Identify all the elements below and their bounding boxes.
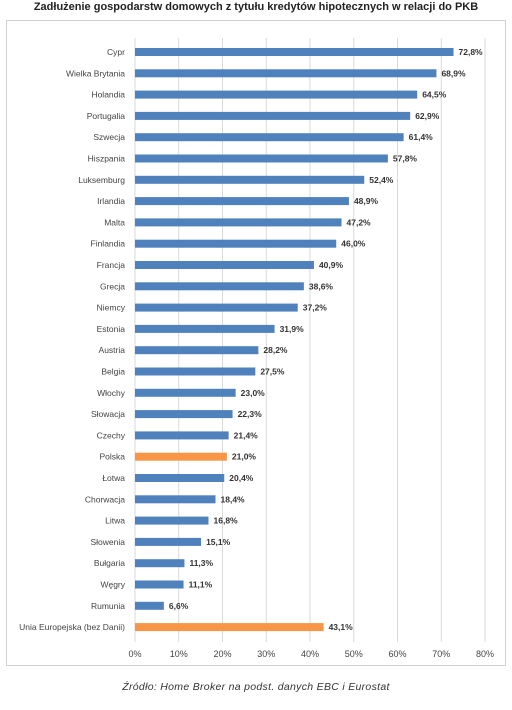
category-label: Holandia bbox=[91, 90, 125, 100]
data-label: 48,9% bbox=[354, 196, 379, 206]
category-label: Litwa bbox=[105, 516, 125, 526]
x-tick-label: 80% bbox=[476, 649, 494, 659]
data-label: 43,1% bbox=[329, 622, 354, 632]
category-label: Włochy bbox=[97, 388, 126, 398]
data-label: 28,2% bbox=[263, 345, 288, 355]
bar bbox=[135, 559, 185, 568]
category-label: Polska bbox=[99, 452, 125, 462]
category-label: Francja bbox=[97, 260, 126, 270]
bar bbox=[135, 282, 304, 291]
chart-frame bbox=[6, 20, 506, 666]
data-label: 37,2% bbox=[303, 303, 328, 313]
bar bbox=[135, 623, 324, 632]
data-label: 18,4% bbox=[221, 494, 246, 504]
bar bbox=[135, 197, 349, 206]
x-tick-label: 70% bbox=[432, 649, 450, 659]
category-label: Grecja bbox=[100, 281, 125, 291]
bar bbox=[135, 516, 209, 525]
bar bbox=[135, 346, 259, 355]
data-label: 47,2% bbox=[347, 217, 372, 227]
category-label: Austria bbox=[99, 345, 126, 355]
category-label: Luksemburg bbox=[78, 175, 125, 185]
bar bbox=[135, 303, 298, 312]
data-label: 31,9% bbox=[280, 324, 305, 334]
bar bbox=[135, 69, 437, 78]
bar bbox=[135, 324, 275, 333]
category-label: Hiszpania bbox=[88, 154, 126, 164]
category-label: Bułgaria bbox=[94, 558, 125, 568]
category-label: Wielka Brytania bbox=[66, 68, 125, 78]
category-label: Rumunia bbox=[91, 601, 125, 611]
x-tick-label: 0% bbox=[128, 649, 141, 659]
category-label: Irlandia bbox=[97, 196, 125, 206]
category-label: Czechy bbox=[97, 430, 126, 440]
data-label: 52,4% bbox=[369, 175, 394, 185]
category-label: Łotwa bbox=[102, 473, 125, 483]
bar bbox=[135, 218, 342, 227]
category-label: Belgia bbox=[101, 367, 125, 377]
bar bbox=[135, 261, 314, 269]
data-label: 61,4% bbox=[409, 132, 434, 142]
bar bbox=[135, 239, 337, 248]
data-label: 27,5% bbox=[260, 367, 285, 377]
bar bbox=[135, 601, 164, 610]
data-label: 15,1% bbox=[206, 537, 231, 547]
x-tick-label: 20% bbox=[213, 649, 231, 659]
bar bbox=[135, 48, 454, 56]
bar bbox=[135, 431, 229, 440]
bar bbox=[135, 474, 225, 482]
data-label: 57,8% bbox=[393, 154, 418, 164]
data-label: 68,9% bbox=[441, 68, 466, 78]
bar bbox=[135, 495, 216, 504]
data-label: 11,1% bbox=[189, 580, 213, 590]
category-label: Szwecja bbox=[93, 132, 125, 142]
data-label: 46,0% bbox=[341, 239, 366, 249]
x-tick-label: 50% bbox=[345, 649, 363, 659]
data-label: 64,5% bbox=[422, 90, 447, 100]
category-label: Niemcy bbox=[97, 303, 126, 313]
data-label: 72,8% bbox=[459, 47, 484, 57]
category-label: Słowenia bbox=[91, 537, 126, 547]
x-tick-label: 40% bbox=[301, 649, 319, 659]
bar bbox=[135, 537, 202, 546]
category-label: Finlandia bbox=[91, 239, 126, 249]
x-tick-label: 60% bbox=[388, 649, 406, 659]
data-label: 21,4% bbox=[234, 430, 259, 440]
bar bbox=[135, 175, 365, 184]
data-label: 21,0% bbox=[232, 452, 257, 462]
bar bbox=[135, 90, 418, 99]
x-tick-label: 10% bbox=[170, 649, 188, 659]
category-label: Estonia bbox=[97, 324, 126, 334]
x-tick-label: 30% bbox=[257, 649, 275, 659]
data-label: 23,0% bbox=[241, 388, 266, 398]
data-label: 38,6% bbox=[309, 281, 334, 291]
data-label: 16,8% bbox=[214, 516, 239, 526]
data-label: 11,3% bbox=[189, 558, 213, 568]
bar bbox=[135, 388, 236, 397]
source-note: Źródło: Home Broker na podst. danych EBC… bbox=[122, 681, 390, 693]
category-label: Unia Europejska (bez Danii) bbox=[19, 622, 125, 632]
bar bbox=[135, 580, 184, 589]
category-label: Malta bbox=[104, 217, 125, 227]
bar bbox=[135, 452, 227, 461]
category-label: Słowacja bbox=[91, 409, 125, 419]
category-label: Portugalia bbox=[87, 111, 126, 121]
data-label: 40,9% bbox=[319, 260, 344, 270]
category-label: Węgry bbox=[100, 580, 125, 590]
data-label: 20,4% bbox=[229, 473, 254, 483]
data-label: 22,3% bbox=[238, 409, 263, 419]
bar bbox=[135, 154, 388, 163]
bar bbox=[135, 410, 233, 419]
bar bbox=[135, 133, 404, 142]
chart-title: Zadłużenie gospodarstw domowych z tytułu… bbox=[33, 1, 479, 13]
category-label: Cypr bbox=[107, 47, 125, 57]
data-label: 6,6% bbox=[169, 601, 189, 611]
data-label: 62,9% bbox=[415, 111, 440, 121]
bar bbox=[135, 111, 411, 120]
category-label: Chorwacja bbox=[85, 494, 125, 504]
bar bbox=[135, 367, 256, 376]
